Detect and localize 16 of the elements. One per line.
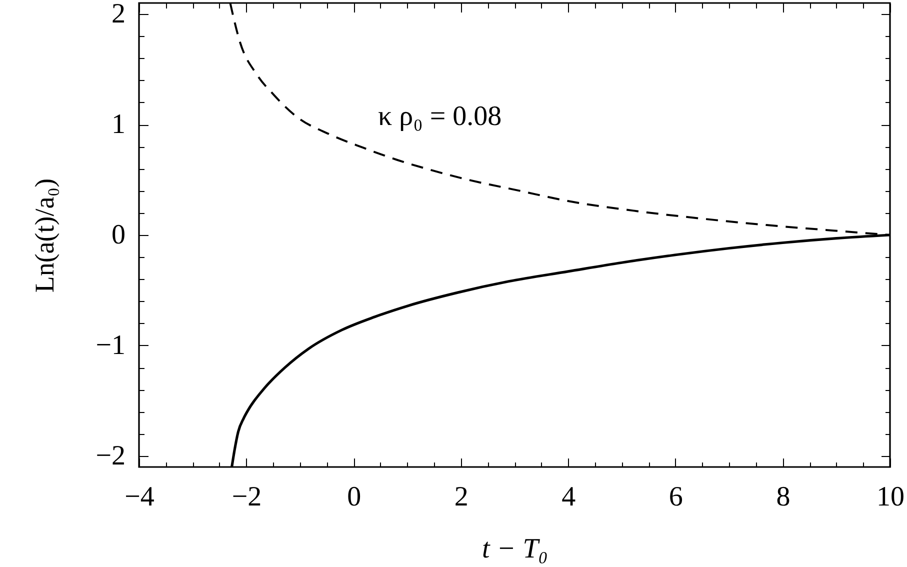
x-axis-title: t − T₀ — [482, 534, 548, 564]
y-tick-label: −2 — [96, 440, 126, 472]
x-tick-label: 8 — [776, 482, 790, 512]
x-tick-label: −2 — [232, 482, 262, 512]
x-tick-label: −4 — [124, 482, 154, 512]
annotation: κ ρ₀ = 0.08 — [378, 101, 502, 132]
y-tick-label: −1 — [96, 330, 126, 361]
x-tick-label: 6 — [668, 482, 683, 512]
x-tick-label: 2 — [454, 482, 468, 512]
y-tick-label: 2 — [112, 0, 126, 30]
y-tick-label: 1 — [112, 109, 126, 140]
y-tick-label: 0 — [112, 220, 126, 250]
x-tick-label: 10 — [876, 482, 904, 512]
x-tick-label: 0 — [347, 482, 362, 512]
y-axis-title: Ln(a(t)/a₀) — [30, 178, 60, 293]
x-tick-label: 4 — [562, 482, 576, 512]
